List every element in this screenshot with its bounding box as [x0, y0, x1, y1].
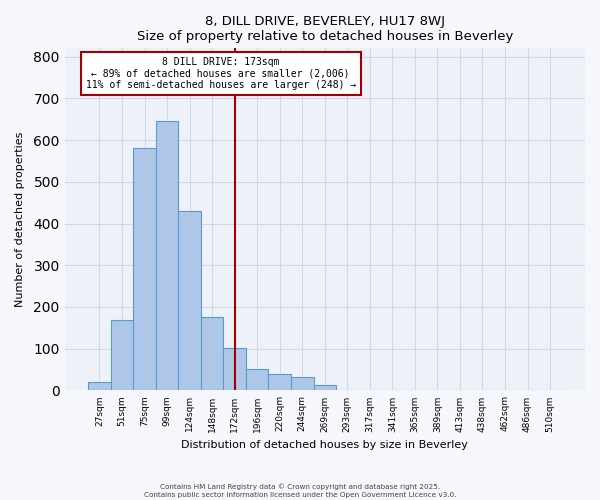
Bar [314, 386, 336, 390]
Y-axis label: Number of detached properties: Number of detached properties [15, 132, 25, 307]
Bar [246, 369, 268, 390]
Text: Contains HM Land Registry data © Crown copyright and database right 2025.
Contai: Contains HM Land Registry data © Crown c… [144, 484, 456, 498]
Title: 8, DILL DRIVE, BEVERLEY, HU17 8WJ
Size of property relative to detached houses i: 8, DILL DRIVE, BEVERLEY, HU17 8WJ Size o… [137, 15, 513, 43]
Bar [133, 148, 156, 390]
Bar [156, 122, 178, 390]
X-axis label: Distribution of detached houses by size in Beverley: Distribution of detached houses by size … [181, 440, 468, 450]
Bar [268, 374, 291, 390]
Bar [291, 376, 314, 390]
Bar [88, 382, 111, 390]
Bar [111, 320, 133, 390]
Bar [223, 348, 246, 391]
Bar [201, 318, 223, 390]
Bar [178, 211, 201, 390]
Text: 8 DILL DRIVE: 173sqm
← 89% of detached houses are smaller (2,006)
11% of semi-de: 8 DILL DRIVE: 173sqm ← 89% of detached h… [86, 57, 356, 90]
